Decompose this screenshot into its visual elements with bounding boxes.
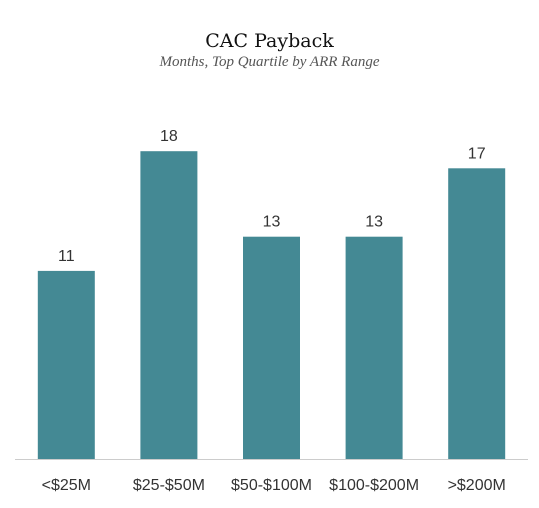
bar (448, 168, 506, 460)
x-tick-label: >$200M (448, 477, 506, 494)
x-tick-label: $25-$50M (133, 477, 205, 494)
bar (37, 270, 95, 459)
x-tick-label: <$25M (42, 477, 91, 494)
bar-value-label: 13 (263, 214, 281, 231)
bar-value-label: 17 (468, 145, 486, 162)
x-tick-label: $50-$100M (231, 477, 312, 494)
bar-value-label: 18 (160, 128, 178, 145)
bar (345, 236, 403, 459)
chart-subtitle: Months, Top Quartile by ARR Range (159, 54, 380, 70)
bar (140, 151, 198, 459)
bar-value-label: 13 (365, 214, 383, 231)
chart-title: CAC Payback (205, 30, 334, 52)
bar-value-label: 11 (58, 248, 75, 265)
x-tick-label: $100-$200M (329, 477, 419, 494)
bar (243, 236, 300, 459)
